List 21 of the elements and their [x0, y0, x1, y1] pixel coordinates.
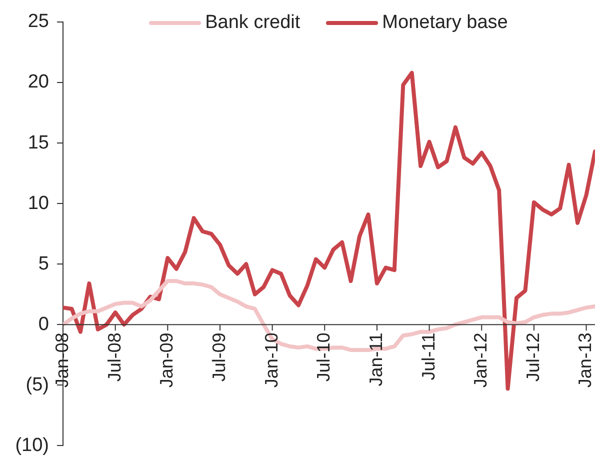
x-tick-label: Jul-12 [522, 332, 543, 382]
y-tick-label: 5 [38, 253, 49, 274]
x-tick-label: Jul-11 [418, 332, 438, 380]
y-tick-label: 15 [28, 132, 49, 154]
y-tick-label: 25 [28, 11, 49, 32]
x-tick-label: Jan-09 [156, 332, 177, 388]
x-tick-label: Jul-09 [208, 332, 229, 382]
y-tick-label: 10 [28, 192, 49, 214]
y-tick-label: (5) [26, 374, 49, 396]
x-tick-label: Jul-10 [314, 332, 334, 382]
x-tick-label: Jan-11 [366, 332, 386, 386]
x-tick-label: Jan-12 [470, 332, 491, 388]
x-tick-label: Jan-13 [575, 332, 596, 388]
x-tick-label: Jul-08 [104, 332, 124, 382]
y-tick-label: 0 [38, 314, 49, 335]
legend-label: Bank credit [205, 12, 300, 34]
y-tick-label: 20 [28, 72, 49, 93]
legend-label: Monetary base [382, 12, 508, 34]
x-tick-label: Jan-08 [52, 332, 72, 388]
y-tick-label: (10) [15, 434, 49, 456]
x-tick-label: Jan-10 [261, 332, 282, 388]
